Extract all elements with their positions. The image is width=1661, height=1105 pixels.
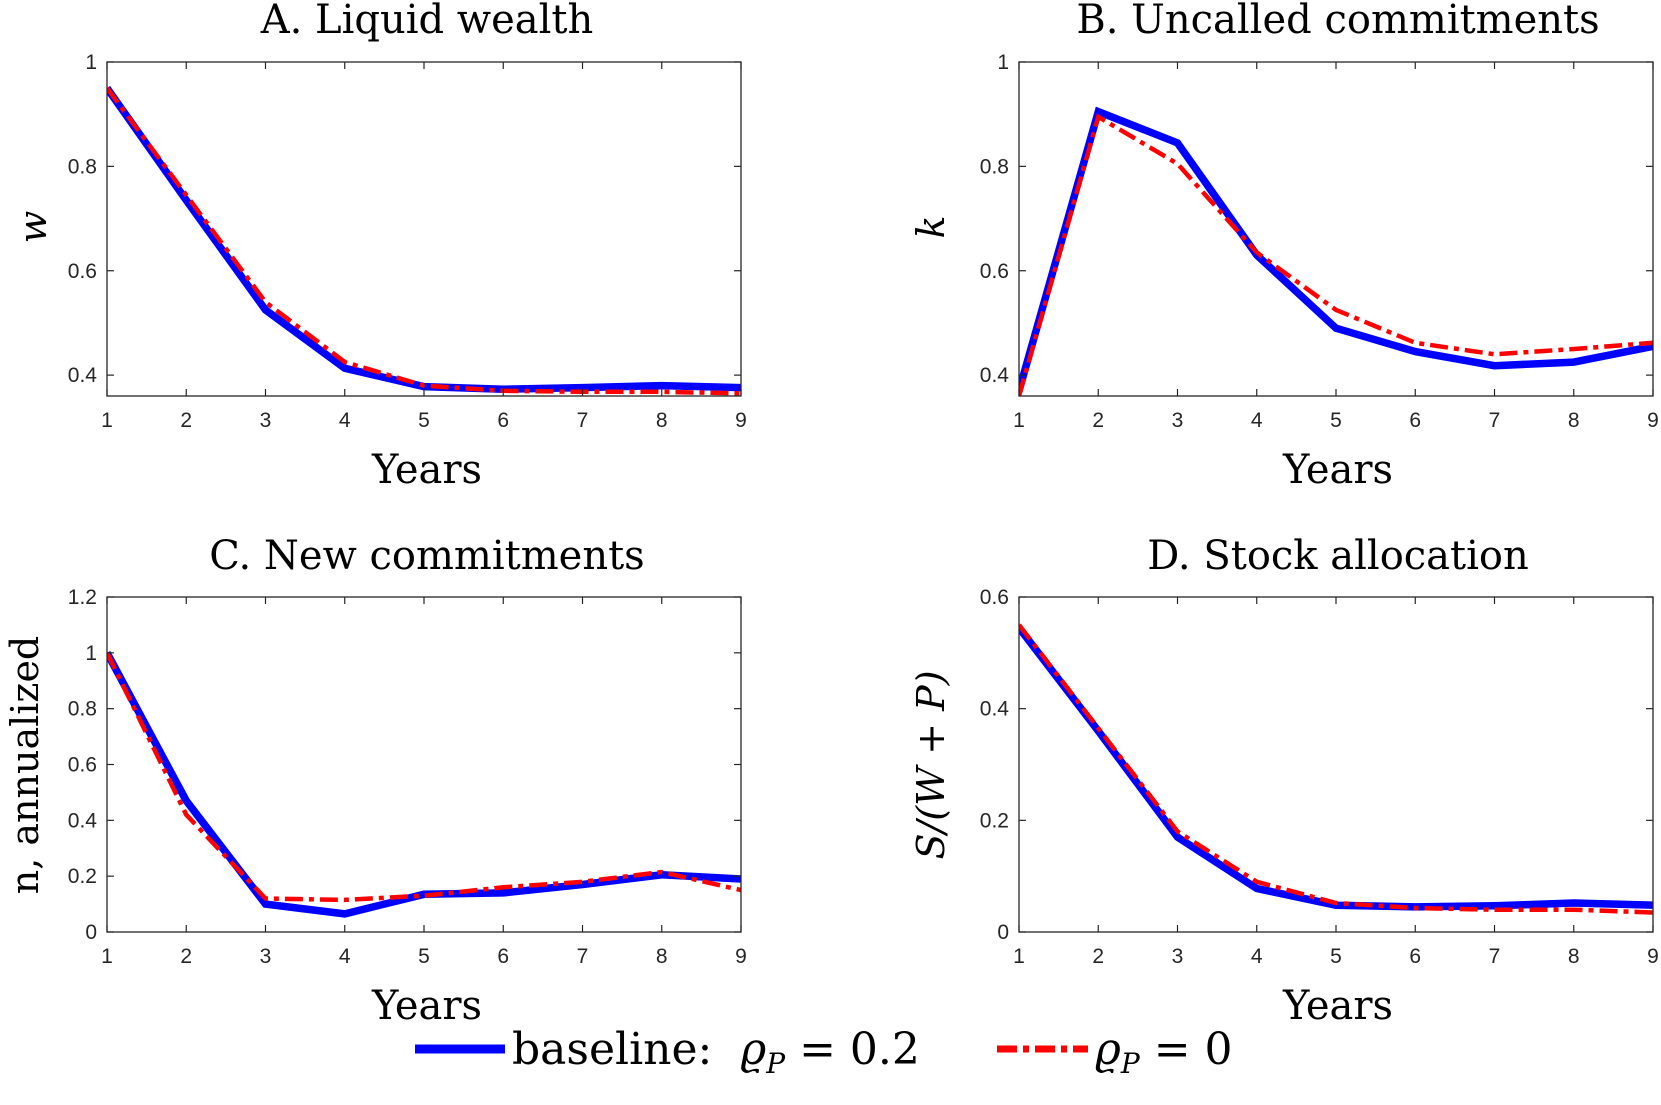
panel-c-ytick-label: 0.8 (68, 698, 97, 721)
panel-b-xtick-label: 1 (1013, 409, 1025, 432)
panel-c-title: C. New commitments (209, 533, 644, 579)
panel-b-xtick-label: 5 (1330, 409, 1342, 432)
panel-c-xtick-label: 3 (260, 945, 272, 968)
panel-d-ytick-label: 0.4 (980, 698, 1010, 721)
panel-d-xtick-label: 6 (1409, 945, 1421, 968)
panel-b-plot: 1 2 3 4 5 6 7 8 9 0.4 0.6 0.8 1 (980, 51, 1659, 432)
panel-c-xtick-label: 1 (101, 945, 113, 968)
panel-c-ytick-label: 1 (85, 642, 97, 665)
legend-label-rho0: ϱP = 0 (1095, 1024, 1233, 1080)
panel-d-title: D. Stock allocation (1147, 533, 1528, 579)
panel-b-xtick-label: 3 (1172, 409, 1184, 432)
panel-b-series (1019, 106, 1653, 396)
panel-d-series-rho0 (1019, 623, 1653, 915)
panel-a-xtick-label: 8 (656, 409, 668, 432)
panel-c-xtick-label: 7 (577, 945, 589, 968)
panel-c: C. New commitments 1 2 3 4 5 6 7 8 9 0 0.2 0.4 0.6 0.… (3, 533, 747, 1029)
panel-b-xtick-label: 9 (1647, 409, 1659, 432)
panel-c-ytick-label: 0.4 (68, 809, 98, 832)
panel-c-xtick-label: 5 (418, 945, 430, 968)
panel-b: B. Uncalled commitments 1 2 3 4 5 6 7 8 9 0.4 0.6 0… (909, 0, 1659, 493)
panel-a-title: A. Liquid wealth (260, 0, 594, 43)
panel-c-ytick-label: 0 (85, 921, 97, 944)
panel-a-xtick-label: 5 (418, 409, 430, 432)
panel-b-ylabel: k (909, 215, 953, 238)
panel-c-xtick-label: 9 (735, 945, 747, 968)
panel-c-xlabel: Years (371, 983, 482, 1029)
panel-d-xtick-label: 3 (1172, 945, 1184, 968)
panel-d-xtick-label: 4 (1251, 945, 1263, 968)
panel-a-series-baseline (107, 85, 741, 393)
panel-a-xlabel: Years (371, 447, 482, 493)
panel-d-ytick-label: 0 (997, 921, 1009, 944)
panel-a-xtick-label: 3 (260, 409, 272, 432)
panel-c-series (107, 651, 741, 918)
panel-a-plot: 1 2 3 4 5 6 7 8 9 0.4 0.6 0.8 1 (68, 51, 747, 432)
panel-b-ytick-label: 0.4 (980, 364, 1010, 387)
panel-c-axes-box (106, 596, 742, 933)
panel-b-title: B. Uncalled commitments (1076, 0, 1599, 43)
panel-b-xtick-label: 6 (1409, 409, 1421, 432)
panel-b-series-baseline (1019, 106, 1653, 392)
panel-d-series (1019, 623, 1653, 915)
panel-a-ytick-label: 0.8 (68, 155, 97, 178)
panel-d-xtick-label: 2 (1092, 945, 1104, 968)
panel-c-series-rho0 (107, 651, 741, 903)
panel-a-ytick-label: 0.6 (68, 260, 97, 283)
panel-a-series (107, 85, 741, 396)
panel-d-xtick-label: 1 (1013, 945, 1025, 968)
panel-c-xtick-label: 4 (339, 945, 351, 968)
panel-a-xtick-label: 6 (497, 409, 509, 432)
panel-d-xtick-label: 5 (1330, 945, 1342, 968)
panel-c-ytick-label: 0.2 (68, 865, 97, 888)
panel-a-xtick-label: 4 (339, 409, 351, 432)
panel-c-ytick-label: 0.6 (68, 754, 97, 777)
panel-c-xtick-label: 8 (656, 945, 668, 968)
panel-b-xtick-label: 4 (1251, 409, 1263, 432)
panel-a: A. Liquid wealth 1 2 3 4 5 6 7 8 9 0.4 0.6 0.8 1 Yea… (11, 0, 747, 493)
panel-d-axes-box (1018, 596, 1654, 933)
panel-d-ytick-label: 0.2 (980, 809, 1009, 832)
panel-b-xtick-label: 8 (1568, 409, 1580, 432)
panel-d-plot: 1 2 3 4 5 6 7 8 9 0 0.2 0.4 0.6 (980, 586, 1659, 968)
panel-a-axes-box (106, 61, 742, 397)
panel-d-xtick-label: 7 (1489, 945, 1501, 968)
panel-c-series-baseline (107, 651, 741, 918)
panel-d-xtick-label: 9 (1647, 945, 1659, 968)
panel-a-ytick-label: 0.4 (68, 364, 98, 387)
panel-c-xtick-label: 6 (497, 945, 509, 968)
panel-d-xlabel: Years (1282, 983, 1393, 1029)
panel-b-xtick-label: 7 (1489, 409, 1501, 432)
panel-b-ytick-label: 0.6 (980, 260, 1009, 283)
panel-b-xtick-label: 2 (1092, 409, 1104, 432)
panel-c-xtick-label: 2 (180, 945, 192, 968)
panel-a-ylabel: w (11, 211, 55, 244)
panel-d-ylabel: S/(W + P) (909, 670, 953, 859)
panel-d: D. Stock allocation 1 2 3 4 5 6 7 8 900.20.40.6 … (909, 533, 1659, 1029)
panel-c-ytick-label: 1.2 (68, 586, 97, 609)
panel-a-xtick-label: 1 (101, 409, 113, 432)
panel-c-ylabel: n, annualized (3, 636, 47, 895)
panel-b-xlabel: Years (1282, 447, 1393, 493)
panel-a-ytick-label: 1 (85, 51, 97, 74)
panel-d-xtick-label: 8 (1568, 945, 1580, 968)
panel-a-xtick-label: 2 (180, 409, 192, 432)
panel-c-plot: 1 2 3 4 5 6 7 8 9 0 0.2 0.4 0.6 0.8 1 1.2 (68, 586, 747, 968)
panel-b-ytick-label: 1 (997, 51, 1009, 74)
panel-a-xtick-label: 9 (735, 409, 747, 432)
panel-a-xtick-label: 7 (577, 409, 589, 432)
legend: baseline: ϱP = 0.2 ϱP = 0 (415, 1024, 1233, 1080)
legend-label-baseline: baseline: ϱP = 0.2 (512, 1024, 920, 1080)
panel-d-series-baseline (1019, 625, 1653, 911)
panel-b-axes-box (1018, 61, 1654, 397)
panel-b-series-rho0 (1019, 113, 1653, 396)
panel-d-ytick-label: 0.6 (980, 586, 1009, 609)
panel-b-ytick-label: 0.8 (980, 155, 1009, 178)
panel-a-series-rho0 (107, 86, 741, 396)
